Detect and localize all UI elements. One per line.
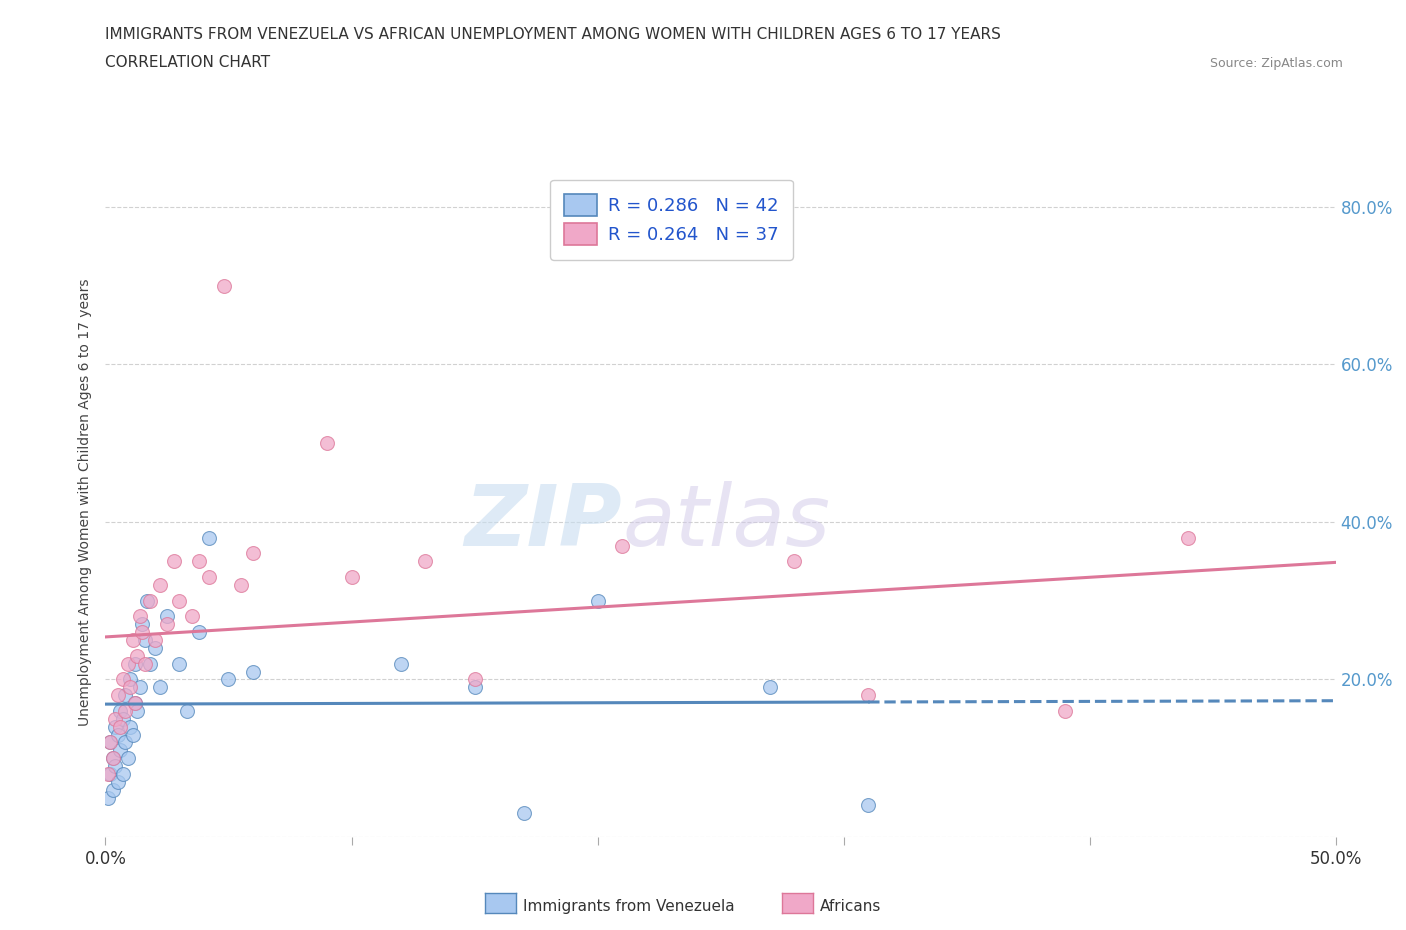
Point [143, 632, 166, 647]
Point [138, 657, 162, 671]
Text: atlas: atlas [621, 481, 830, 564]
Point [98, 735, 122, 750]
Point [197, 530, 221, 545]
Point [107, 688, 129, 703]
Point [180, 609, 202, 624]
Point [120, 672, 141, 687]
Point [149, 680, 172, 695]
Point [101, 782, 124, 797]
Legend: R = 0.286   N = 42, R = 0.264   N = 37: R = 0.286 N = 42, R = 0.264 N = 37 [550, 179, 793, 260]
Text: IMMIGRANTS FROM VENEZUELA VS AFRICAN UNEMPLOYMENT AMONG WOMEN WITH CHILDREN AGES: IMMIGRANTS FROM VENEZUELA VS AFRICAN UNE… [105, 27, 1001, 42]
Y-axis label: Unemployment Among Women with Children Ages 6 to 17 years: Unemployment Among Women with Children A… [79, 278, 93, 726]
Point [124, 696, 146, 711]
Point [156, 617, 179, 631]
Point [114, 735, 136, 750]
Point [104, 759, 127, 774]
Point [415, 554, 437, 569]
Point [110, 743, 132, 758]
Point [117, 751, 139, 765]
Point [97, 766, 120, 781]
Point [138, 593, 162, 608]
Point [464, 680, 486, 695]
Point [131, 617, 153, 631]
Point [513, 806, 536, 821]
Point [586, 593, 609, 608]
Point [389, 657, 412, 671]
Point [127, 648, 149, 663]
Point [117, 657, 139, 671]
Point [1177, 530, 1199, 545]
Point [188, 554, 211, 569]
Point [101, 751, 124, 765]
Point [127, 703, 149, 718]
Point [110, 703, 132, 718]
Point [129, 609, 152, 624]
Point [242, 664, 264, 679]
Point [107, 727, 129, 742]
Point [143, 641, 166, 656]
Point [169, 657, 191, 671]
Point [131, 625, 153, 640]
Point [111, 711, 134, 726]
Point [176, 703, 198, 718]
Point [111, 766, 134, 781]
Point [111, 672, 134, 687]
Point [242, 546, 264, 561]
Text: Africans: Africans [820, 899, 882, 914]
Point [121, 632, 143, 647]
Text: ZIP: ZIP [464, 481, 621, 564]
Point [114, 703, 136, 718]
Point [858, 798, 880, 813]
Point [218, 672, 240, 687]
Point [229, 578, 252, 592]
Point [156, 609, 179, 624]
Point [163, 554, 186, 569]
Point [101, 751, 124, 765]
Point [212, 278, 235, 293]
Point [169, 593, 191, 608]
Point [104, 719, 127, 734]
Point [120, 719, 141, 734]
Point [107, 775, 129, 790]
Text: CORRELATION CHART: CORRELATION CHART [105, 55, 270, 70]
Point [1054, 703, 1077, 718]
Point [858, 688, 880, 703]
Point [114, 688, 136, 703]
Point [340, 569, 363, 584]
Point [464, 672, 486, 687]
Point [759, 680, 782, 695]
Point [97, 790, 120, 805]
Point [149, 578, 172, 592]
Point [124, 696, 146, 711]
Point [110, 719, 132, 734]
Point [129, 680, 152, 695]
Point [124, 657, 146, 671]
Text: Immigrants from Venezuela: Immigrants from Venezuela [523, 899, 735, 914]
Point [197, 569, 221, 584]
Point [98, 735, 122, 750]
Point [315, 435, 337, 450]
Text: Source: ZipAtlas.com: Source: ZipAtlas.com [1209, 57, 1343, 70]
Point [98, 766, 122, 781]
Point [188, 625, 211, 640]
Point [104, 711, 127, 726]
Point [610, 538, 633, 553]
Point [134, 657, 156, 671]
Point [134, 632, 156, 647]
Point [783, 554, 806, 569]
Point [136, 593, 159, 608]
Point [120, 680, 141, 695]
Point [121, 727, 143, 742]
